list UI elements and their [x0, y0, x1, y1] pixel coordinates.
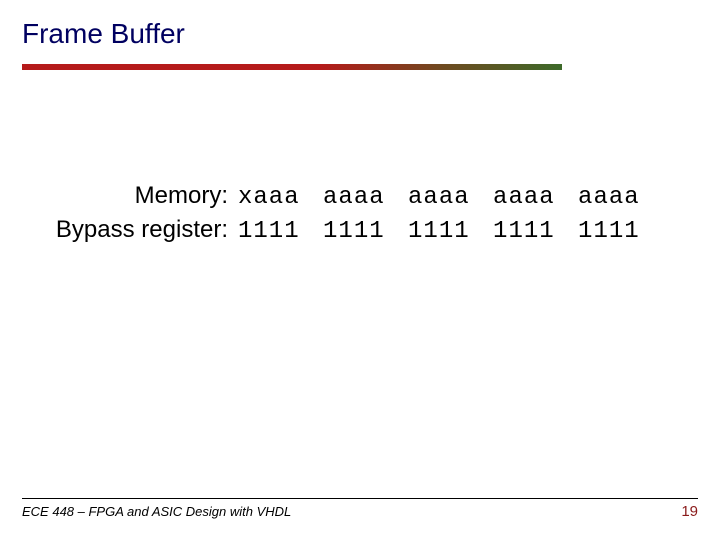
title-rule-bar [22, 64, 562, 70]
footer-row: ECE 448 – FPGA and ASIC Design with VHDL… [22, 503, 698, 520]
memory-value: xaaa aaaa aaaa aaaa aaaa [238, 182, 640, 214]
footer-divider [22, 498, 698, 499]
bypass-value: 1111 1111 1111 1111 1111 [238, 216, 640, 248]
page-title: Frame Buffer [22, 18, 698, 50]
footer-text: ECE 448 – FPGA and ASIC Design with VHDL [22, 504, 291, 519]
memory-label: Memory: [26, 180, 238, 212]
content-area: Memory: xaaa aaaa aaaa aaaa aaaa Bypass … [22, 180, 698, 249]
slide: Frame Buffer Memory: xaaa aaaa aaaa aaaa… [0, 0, 720, 540]
memory-row: Memory: xaaa aaaa aaaa aaaa aaaa [26, 180, 698, 214]
page-number: 19 [681, 503, 698, 520]
bypass-row: Bypass register: 1111 1111 1111 1111 111… [26, 214, 698, 248]
footer: ECE 448 – FPGA and ASIC Design with VHDL… [0, 498, 720, 520]
bypass-label: Bypass register: [26, 214, 238, 246]
title-rule [22, 64, 562, 70]
